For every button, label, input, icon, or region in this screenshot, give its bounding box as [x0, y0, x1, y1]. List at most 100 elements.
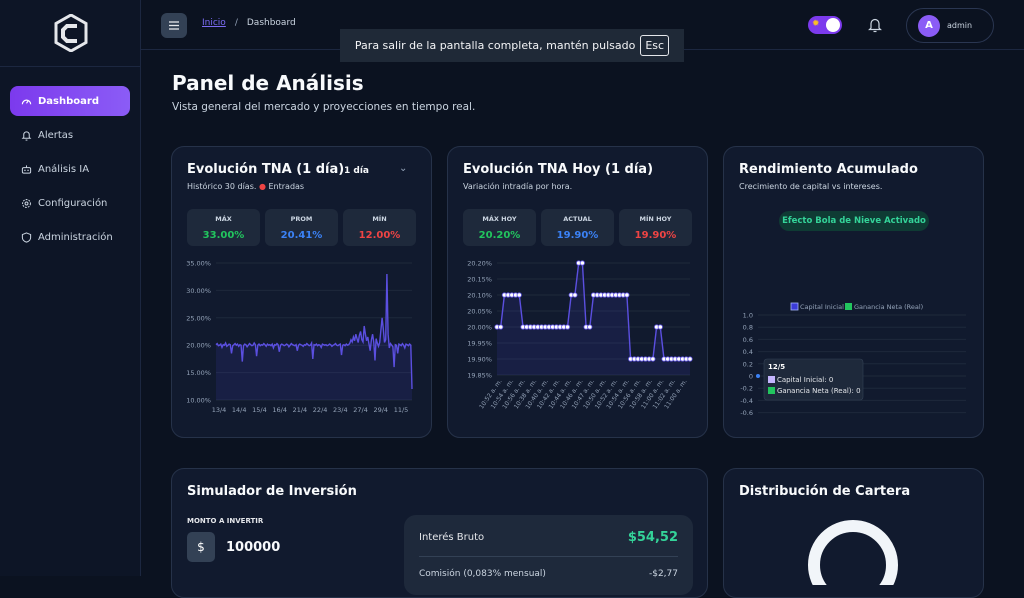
x-tick-label: 29/4: [373, 406, 388, 414]
legend-label: Capital Inicial: [800, 303, 844, 311]
portfolio-donut-chart: [808, 520, 898, 585]
chevron-down-icon[interactable]: ⌄: [399, 163, 408, 174]
stat-label: PROM: [290, 215, 313, 223]
card-title: Distribución de Cartera: [739, 484, 911, 499]
card-title: Simulador de Inversión: [187, 484, 357, 499]
y-tick-label: -0.6: [740, 409, 753, 417]
sidebar-item-dashboard[interactable]: Dashboard: [10, 86, 130, 116]
y-tick-label: 30.00%: [186, 287, 211, 295]
y-tick-label: 15.00%: [186, 369, 211, 377]
robot-icon: [21, 164, 32, 175]
gross-interest-row: Interés Bruto $54,52: [419, 530, 678, 545]
amount-input[interactable]: 100000: [226, 540, 281, 555]
stat-min-today: MÍN HOY 19.90%: [619, 209, 692, 246]
card-title: Rendimiento Acumulado: [739, 162, 918, 177]
cumulative-return-chart: Capital Inicial Ganancia Neta (Real) 1.0 0.…: [740, 302, 966, 417]
x-tick-label: 22/4: [313, 406, 328, 414]
period-select[interactable]: 1 día: [344, 166, 369, 176]
y-tick-label: 0: [749, 373, 753, 381]
stat-value: 20.41%: [280, 230, 323, 241]
data-point: [579, 260, 585, 266]
breadcrumb-home-link[interactable]: Inicio: [202, 18, 226, 28]
data-point: [657, 324, 663, 330]
tna-history-card: Evolución TNA (1 día) Histórico 30 días.…: [171, 146, 432, 438]
y-tick-label: 19.85%: [467, 372, 492, 380]
y-tick-label: 0.6: [743, 336, 753, 344]
x-tick-label: 16/4: [272, 406, 287, 414]
y-tick-label: 25.00%: [186, 314, 211, 322]
y-tick-label: 20.00%: [467, 324, 492, 332]
fullscreen-tip-text: Para salir de la pantalla completa, mant…: [354, 39, 636, 52]
sidebar-item-label: Configuración: [38, 197, 108, 209]
sidebar-item-label: Dashboard: [38, 95, 99, 107]
stat-value: 12.00%: [358, 230, 401, 241]
stat-value: 20.20%: [478, 230, 521, 241]
breadcrumb: Inicio / Dashboard: [202, 18, 296, 28]
data-point: [687, 356, 693, 362]
tooltip-swatch: [768, 376, 775, 383]
data-point: [756, 374, 760, 378]
y-tick-label: 10.00%: [186, 397, 211, 405]
investment-simulator-card: Simulador de Inversión MONTO A INVERTIR …: [171, 468, 708, 598]
x-tick-label: 13/4: [212, 406, 227, 414]
x-tick-label: 21/4: [293, 406, 308, 414]
stat-max: MÁX 33.00%: [187, 209, 260, 246]
legend-label: Ganancia Neta (Real): [854, 303, 923, 311]
stat-label: MÁX HOY: [482, 215, 517, 223]
stat-label: MÍN: [372, 215, 387, 223]
gear-icon: [21, 198, 32, 209]
chart-tooltip: [763, 358, 864, 401]
x-tick-label: 27/4: [353, 406, 368, 414]
x-tick-label: 15/4: [252, 406, 267, 414]
user-name: admin: [947, 21, 973, 30]
series-area: [497, 263, 690, 375]
sidebar-item-analisis-ia[interactable]: Análisis IA: [10, 154, 130, 184]
app-logo[interactable]: [54, 14, 88, 52]
y-tick-label: 20.10%: [467, 292, 492, 300]
hamburger-icon: [169, 21, 179, 30]
bell-icon: [21, 130, 32, 141]
fee-label: Comisión (0,083% mensual): [419, 569, 546, 579]
simulation-results-panel: Interés Bruto $54,52 Comisión (0,083% men…: [404, 515, 693, 595]
toggle-knob: [826, 18, 840, 32]
sidebar-item-label: Administración: [38, 231, 113, 243]
y-tick-label: 20.00%: [186, 342, 211, 350]
fullscreen-exit-tip: Para salir de la pantalla completa, mant…: [340, 29, 684, 62]
sidebar-item-label: Alertas: [38, 129, 74, 141]
notification-bell-icon[interactable]: [868, 17, 882, 33]
portfolio-distribution-card: Distribución de Cartera: [723, 468, 984, 598]
esc-key-hint: Esc: [640, 35, 670, 56]
fee-value: -$2,77: [648, 569, 678, 579]
y-tick-label: -0.2: [740, 385, 753, 393]
menu-toggle-button[interactable]: [161, 13, 187, 38]
y-tick-label: 0.2: [743, 360, 753, 368]
y-tick-label: 1.0: [743, 312, 753, 320]
breadcrumb-current: Dashboard: [246, 18, 296, 28]
cumulative-return-card: Rendimiento Acumulado Crecimiento de cap…: [723, 146, 984, 438]
tooltip-row: Ganancia Neta (Real): 0: [777, 387, 861, 395]
card-title: Evolución TNA Hoy (1 día): [463, 162, 654, 177]
fee-row: Comisión (0,083% mensual) -$2,77: [419, 569, 678, 579]
tooltip-title: 12/5: [768, 363, 785, 371]
data-point: [564, 324, 571, 330]
card-subtitle: Histórico 30 días. ● Entradas: [187, 182, 304, 191]
data-point: [587, 324, 593, 330]
sidebar-item-administracion[interactable]: Administración: [10, 222, 130, 252]
x-tick-label: 11/5: [394, 406, 409, 414]
gross-interest-value: $54,52: [627, 530, 678, 545]
user-menu[interactable]: A admin: [906, 8, 994, 43]
data-point: [572, 292, 578, 298]
stat-label: MÍN HOY: [639, 215, 672, 223]
gauge-icon: [21, 96, 32, 107]
card-subtitle: Crecimiento de capital vs intereses.: [739, 182, 883, 191]
tooltip-row: Capital Inicial: 0: [777, 376, 833, 384]
data-point: [498, 324, 504, 330]
theme-toggle[interactable]: ✹: [808, 16, 842, 34]
sidebar-item-configuracion[interactable]: Configuración: [10, 188, 130, 218]
card-title: Evolución TNA (1 día): [187, 162, 345, 177]
y-tick-label: 20.05%: [467, 308, 492, 316]
sidebar-item-alertas[interactable]: Alertas: [10, 120, 130, 150]
shield-icon: [21, 231, 32, 243]
breadcrumb-separator: /: [234, 18, 238, 28]
stat-current: ACTUAL 19.90%: [541, 209, 614, 246]
